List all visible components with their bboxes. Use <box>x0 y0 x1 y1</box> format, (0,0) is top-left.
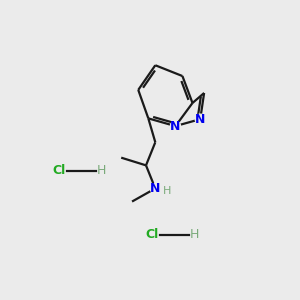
Text: N: N <box>150 182 160 195</box>
Text: N: N <box>170 120 181 133</box>
Text: Cl: Cl <box>145 228 158 241</box>
Circle shape <box>150 184 160 194</box>
Text: H: H <box>190 228 200 241</box>
Text: Cl: Cl <box>52 164 65 177</box>
Text: H: H <box>97 164 106 177</box>
Text: H: H <box>163 186 171 196</box>
Circle shape <box>170 121 181 131</box>
Text: N: N <box>195 113 206 126</box>
Circle shape <box>195 114 205 124</box>
